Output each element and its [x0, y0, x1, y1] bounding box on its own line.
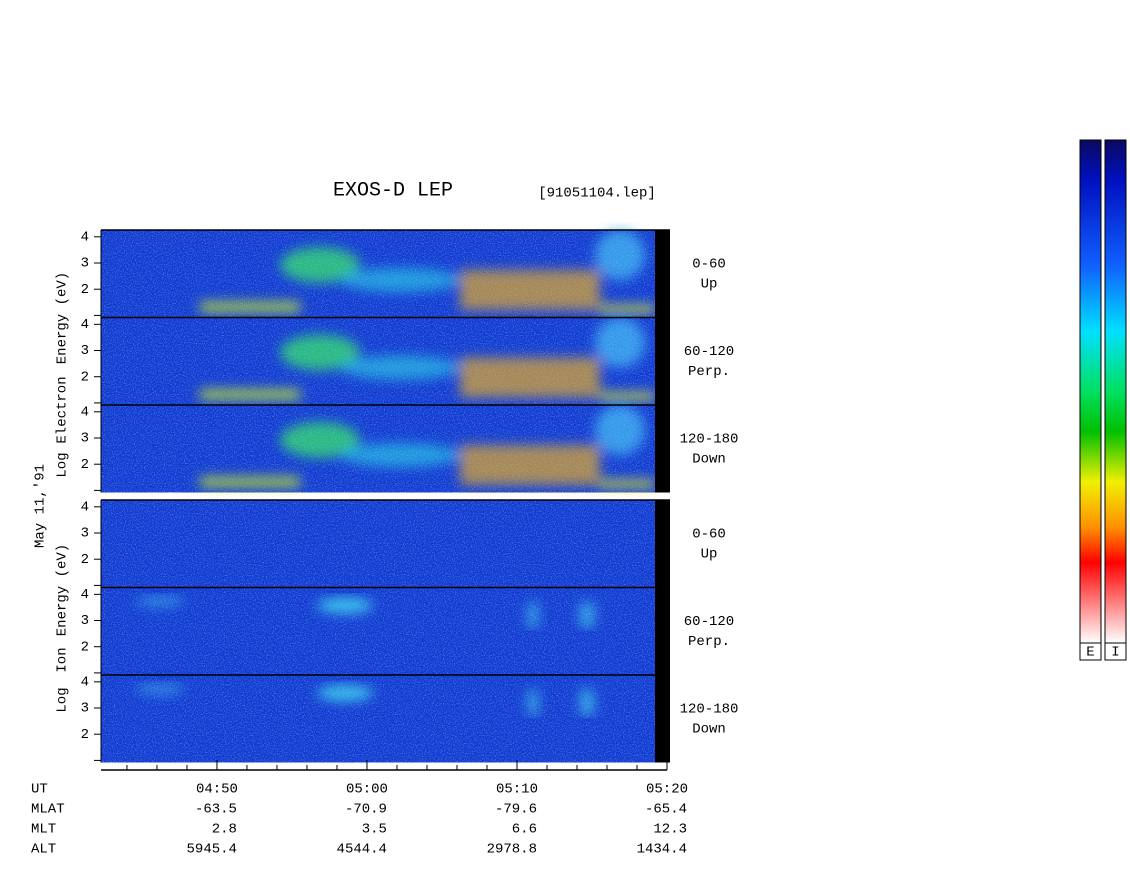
date-label: May 11,'91: [33, 464, 49, 548]
panel-label: Up: [701, 546, 718, 562]
colorbar: [1079, 139, 1102, 644]
y-tick-label: 3: [81, 613, 89, 629]
y-tick-label: 4: [81, 500, 89, 516]
y-tick-label: 2: [81, 369, 89, 385]
y-tick-label: 3: [81, 256, 89, 272]
colorbar-label: I: [1111, 645, 1119, 661]
ephemeris-value: 2.8: [212, 822, 237, 838]
x-tick-label: 05:10: [496, 782, 538, 798]
y-tick-label: 3: [81, 701, 89, 717]
ephemeris-name: UT: [31, 782, 48, 798]
data-gap: [655, 317, 670, 405]
ephemeris-value: 2978.8: [487, 842, 537, 858]
y-axis-label: Electron: [55, 376, 71, 443]
y-tick-label: 2: [81, 282, 89, 298]
y-tick-label: 4: [81, 230, 89, 246]
y-tick-label: 3: [81, 526, 89, 542]
panel-label: 120-180: [680, 701, 739, 717]
spectrogram-noise: [101, 587, 655, 675]
data-gap: [655, 500, 670, 588]
data-gap: [655, 587, 670, 675]
colorbar-label: E: [1086, 645, 1094, 661]
colorbar-label-box: [1079, 642, 1102, 661]
y-tick-label: 2: [81, 457, 89, 473]
ephemeris-value: -79.6: [495, 802, 537, 818]
panel-label: Down: [692, 451, 726, 467]
file-label: [91051104.lep]: [538, 186, 656, 202]
y-tick-label: 4: [81, 587, 89, 603]
x-tick-label: 05:20: [646, 782, 688, 798]
colorbar: [1104, 139, 1127, 644]
panel-label: 0-60: [692, 526, 726, 542]
chart-title: EXOS-D LEP: [333, 179, 453, 202]
data-gap: [655, 675, 670, 763]
y-tick-label: 3: [81, 343, 89, 359]
y-tick-label: 3: [81, 431, 89, 447]
panel-label: 60-120: [684, 614, 734, 630]
spectrogram-noise: [101, 675, 655, 763]
data-gap: [655, 405, 670, 493]
y-axis-label: Energy (eV): [55, 544, 71, 636]
panel-label: 60-120: [684, 344, 734, 360]
y-tick-label: 4: [81, 317, 89, 333]
y-tick-label: 2: [81, 727, 89, 743]
spectrogram-noise: [101, 405, 655, 493]
y-tick-label: 2: [81, 639, 89, 655]
x-tick-label: 05:00: [346, 782, 388, 798]
ephemeris-value: -63.5: [195, 802, 237, 818]
panel-label: Down: [692, 721, 726, 737]
panel-label: Perp.: [688, 634, 730, 650]
y-tick-label: 4: [81, 675, 89, 691]
panel-label: 0-60: [692, 256, 726, 272]
panel-label: 120-180: [680, 431, 739, 447]
y-tick-label: 4: [81, 405, 89, 421]
ephemeris-value: 3.5: [362, 822, 387, 838]
colorbar-label-box: [1104, 642, 1127, 661]
ephemeris-value: 6.6: [512, 822, 537, 838]
ephemeris-name: MLT: [31, 822, 56, 838]
y-axis-label: Log: [55, 452, 71, 477]
spectrogram-noise: [101, 500, 655, 588]
spectrogram-noise: [101, 230, 655, 318]
ephemeris-value: -65.4: [645, 802, 687, 818]
ephemeris-value: 5945.4: [187, 842, 237, 858]
panel-label: Perp.: [688, 364, 730, 380]
ephemeris-value: 4544.4: [337, 842, 387, 858]
ephemeris-value: 1434.4: [637, 842, 687, 858]
ephemeris-value: -70.9: [345, 802, 387, 818]
y-tick-label: 2: [81, 552, 89, 568]
ephemeris-name: ALT: [31, 842, 56, 858]
panel-label: Up: [701, 276, 718, 292]
y-axis-label: Ion: [55, 647, 71, 672]
x-tick-label: 04:50: [196, 782, 238, 798]
ephemeris-value: 12.3: [653, 822, 687, 838]
y-axis-label: Log: [55, 687, 71, 712]
data-gap: [655, 230, 670, 318]
ephemeris-name: MLAT: [31, 802, 65, 818]
y-axis-label: Energy (eV): [55, 272, 71, 364]
spectrogram-noise: [101, 317, 655, 405]
